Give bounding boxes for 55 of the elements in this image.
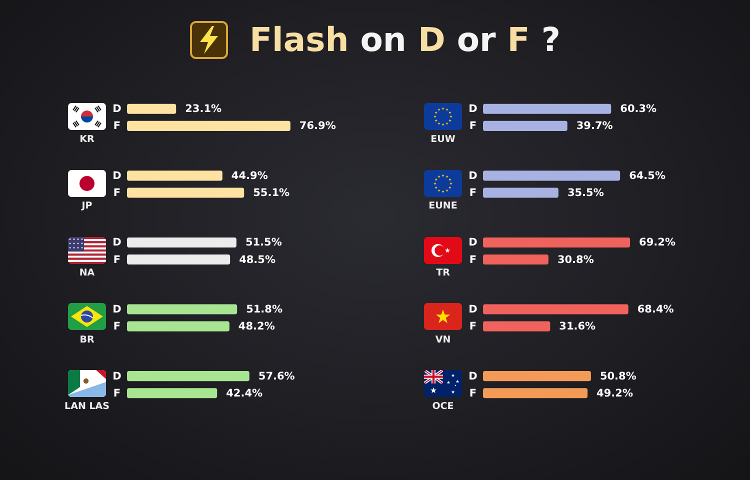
y-tick-label: OCE: [432, 401, 454, 412]
text: D: [468, 304, 478, 316]
data-label: 48.5%: [239, 254, 276, 266]
bar: [483, 371, 591, 382]
text: D: [112, 370, 122, 382]
y-tick-label: EUW: [430, 134, 456, 145]
text: F: [469, 186, 477, 199]
y-tick-label: VN: [435, 334, 451, 346]
data-label: 76.9%: [299, 120, 336, 132]
y-tick-label: EUNE: [428, 200, 458, 212]
y-tick-label: JP: [80, 200, 92, 212]
data-label: 30.8%: [557, 254, 594, 266]
data-label: 44.9%: [231, 170, 268, 182]
bar: [127, 237, 236, 248]
data-label: 55.1%: [253, 186, 290, 199]
data-label: 64.5%: [629, 170, 666, 182]
y-tick-label: KR: [80, 134, 96, 145]
data-label: 35.5%: [567, 186, 604, 199]
text: D: [112, 236, 122, 249]
text: F: [113, 387, 121, 400]
text: F: [469, 320, 477, 333]
data-label: 60.3%: [620, 103, 658, 116]
y-tick-label: BR: [80, 334, 95, 346]
data-label: 51.5%: [245, 236, 282, 249]
text: D: [468, 370, 478, 382]
data-label: 49.2%: [596, 387, 634, 400]
data-label: 50.8%: [600, 370, 637, 382]
bar: [127, 254, 230, 265]
series-label: F: [469, 120, 477, 132]
text: F: [469, 387, 477, 400]
y-tick-label: TR: [436, 267, 451, 278]
text: F: [113, 186, 121, 199]
y-tick-label: NA: [79, 267, 96, 278]
data-label: 48.2%: [238, 320, 276, 333]
data-label: 23.1%: [185, 103, 222, 116]
data-label: 69.2%: [639, 236, 676, 249]
data-label: 51.8%: [246, 304, 283, 316]
text: D: [468, 236, 478, 249]
text: F: [469, 254, 477, 266]
text: D: [468, 170, 478, 182]
data-label: 39.7%: [576, 120, 614, 132]
data-label: 57.6%: [258, 370, 296, 382]
text: F: [113, 254, 121, 266]
text: D: [112, 304, 122, 316]
text: D: [112, 170, 122, 182]
y-tick-label: LAN LAS: [64, 401, 110, 412]
data-label: 31.6%: [559, 320, 596, 333]
text: F: [113, 320, 121, 333]
series-label: D: [468, 103, 478, 116]
bar: [483, 388, 588, 398]
data-label: 68.4%: [637, 304, 674, 316]
text: Flash on D or F ?: [250, 20, 560, 59]
series-label: D: [112, 103, 122, 116]
data-label: 42.4%: [226, 387, 264, 400]
series-label: F: [113, 120, 121, 132]
